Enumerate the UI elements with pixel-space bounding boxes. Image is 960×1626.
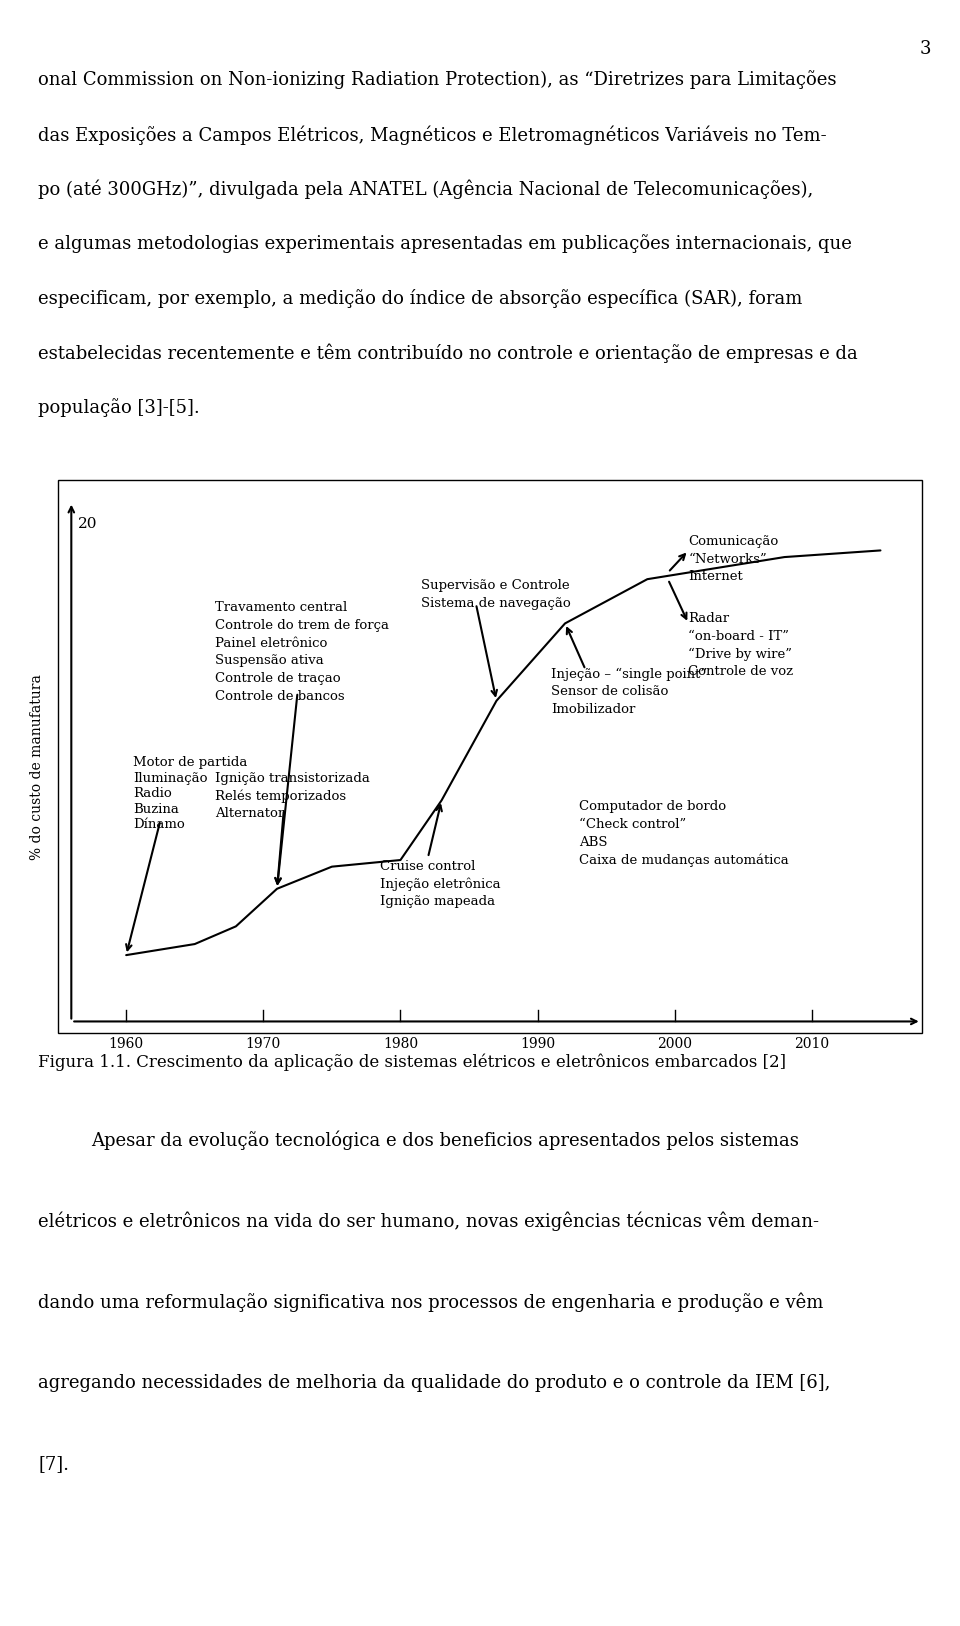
- Text: Dínamo: Dínamo: [133, 818, 184, 831]
- Text: 1980: 1980: [383, 1037, 418, 1050]
- Text: Alternator: Alternator: [215, 806, 284, 820]
- Text: Cruise control: Cruise control: [380, 860, 475, 873]
- Text: 2010: 2010: [794, 1037, 829, 1050]
- Text: 1990: 1990: [520, 1037, 555, 1050]
- Text: Controle de voz: Controle de voz: [688, 665, 794, 678]
- Text: e algumas metodologias experimentais apresentadas em publicações internacionais,: e algumas metodologias experimentais apr…: [38, 234, 852, 254]
- Text: Painel eletrônico: Painel eletrônico: [215, 637, 327, 650]
- Text: elétricos e eletrônicos na vida do ser humano, novas exigências técnicas vêm dem: elétricos e eletrônicos na vida do ser h…: [38, 1211, 820, 1231]
- Text: Internet: Internet: [688, 571, 743, 584]
- Text: Injeção eletrônica: Injeção eletrônica: [380, 878, 500, 891]
- Text: 3: 3: [920, 39, 931, 59]
- Text: dando uma reformulação significativa nos processos de engenharia e produção e vê: dando uma reformulação significativa nos…: [38, 1293, 824, 1312]
- Text: Figura 1.1. Crescimento da aplicação de sistemas elétricos e eletrônicos embarca: Figura 1.1. Crescimento da aplicação de …: [38, 1054, 786, 1072]
- Text: po (até 300GHz)”, divulgada pela ANATEL (Agência Nacional de Telecomunicações),: po (até 300GHz)”, divulgada pela ANATEL …: [38, 180, 814, 198]
- Text: “Check control”: “Check control”: [579, 818, 686, 831]
- Text: Relés temporizados: Relés temporizados: [215, 789, 347, 803]
- Text: “Drive by wire”: “Drive by wire”: [688, 647, 792, 660]
- Text: Radar: Radar: [688, 613, 730, 626]
- Text: Controle de traçao: Controle de traçao: [215, 672, 341, 685]
- Text: “Networks”: “Networks”: [688, 553, 767, 566]
- Text: Computador de bordo: Computador de bordo: [579, 800, 726, 813]
- Text: especificam, por exemplo, a medição do índice de absorção específica (SAR), fora: especificam, por exemplo, a medição do í…: [38, 289, 803, 307]
- Text: Suspensão ativa: Suspensão ativa: [215, 654, 324, 667]
- Text: Travamento central: Travamento central: [215, 602, 348, 615]
- Text: [7].: [7].: [38, 1455, 69, 1473]
- Text: 1960: 1960: [108, 1037, 144, 1050]
- Text: Ignição transistorizada: Ignição transistorizada: [215, 772, 371, 785]
- Text: Radio: Radio: [133, 787, 172, 800]
- Text: “on-board - IT”: “on-board - IT”: [688, 629, 789, 642]
- Text: Apesar da evolução tecnológica e dos beneficios apresentados pelos sistemas: Apesar da evolução tecnológica e dos ben…: [91, 1130, 800, 1150]
- Text: Ignição mapeada: Ignição mapeada: [380, 896, 495, 909]
- Text: 20: 20: [78, 517, 98, 532]
- Text: Supervisão e Controle: Supervisão e Controle: [421, 579, 569, 592]
- Text: Motor de partida: Motor de partida: [133, 756, 248, 769]
- Text: Controle de bancos: Controle de bancos: [215, 689, 345, 702]
- Text: Sistema de navegação: Sistema de navegação: [421, 597, 571, 610]
- Text: 1970: 1970: [246, 1037, 281, 1050]
- Text: Buzina: Buzina: [133, 803, 179, 816]
- Text: % do custo de manufatura: % do custo de manufatura: [30, 675, 44, 860]
- Bar: [58, 480, 922, 1033]
- Text: Caixa de mudanças automática: Caixa de mudanças automática: [579, 854, 788, 867]
- Text: Sensor de colisão: Sensor de colisão: [551, 685, 669, 698]
- Text: onal Commission on Non-ionizing Radiation Protection), as “Diretrizes para Limit: onal Commission on Non-ionizing Radiatio…: [38, 70, 837, 89]
- Text: Controle do trem de força: Controle do trem de força: [215, 620, 390, 633]
- Text: Imobilizador: Imobilizador: [551, 702, 636, 715]
- Text: ABS: ABS: [579, 836, 608, 849]
- Text: agregando necessidades de melhoria da qualidade do produto e o controle da IEM [: agregando necessidades de melhoria da qu…: [38, 1374, 830, 1392]
- Text: população [3]-[5].: população [3]-[5].: [38, 398, 200, 416]
- Text: Comunicação: Comunicação: [688, 535, 779, 548]
- Text: Injeção – “single point”: Injeção – “single point”: [551, 668, 708, 681]
- Text: Iluminação: Iluminação: [133, 772, 207, 785]
- Text: estabelecidas recentemente e têm contribuído no controle e orientação de empresa: estabelecidas recentemente e têm contrib…: [38, 343, 858, 363]
- Text: das Exposições a Campos Elétricos, Magnéticos e Eletromagnéticos Variáveis no Te: das Exposições a Campos Elétricos, Magné…: [38, 125, 827, 145]
- Text: 2000: 2000: [658, 1037, 692, 1050]
